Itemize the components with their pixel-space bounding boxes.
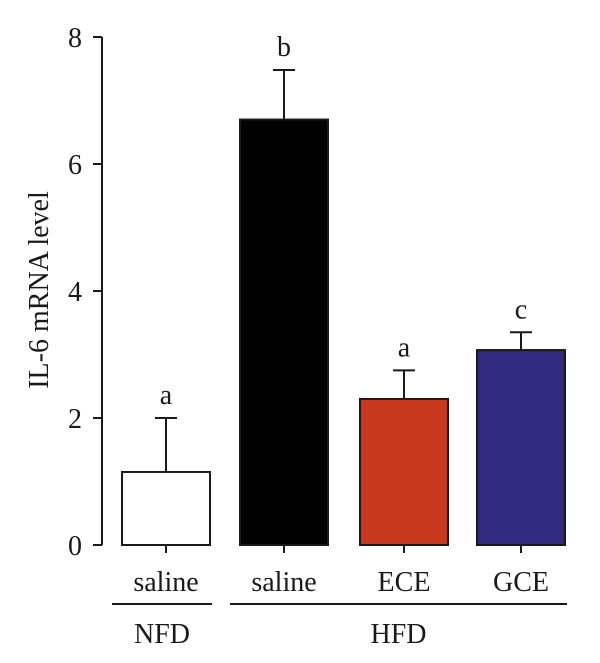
y-tick-label: 6 (68, 150, 82, 181)
x-axis-labels: saline saline ECE GCE (133, 567, 549, 598)
y-tick-label: 4 (68, 277, 82, 308)
group-label: NFD (134, 619, 190, 650)
x-tick-label: GCE (493, 567, 549, 598)
y-tick-label: 0 (68, 531, 82, 562)
bars: a b a c (121, 32, 566, 553)
group-labels: NFD HFD (112, 603, 567, 650)
bar (476, 349, 566, 546)
significance-letter: c (515, 294, 527, 325)
significance-letter: a (398, 332, 411, 363)
y-axis-ticks: 0 2 4 6 8 (68, 23, 102, 562)
x-tick-label: saline (251, 567, 316, 598)
x-tick-label: ECE (378, 567, 431, 598)
significance-letter: b (277, 32, 291, 63)
y-tick-label: 2 (68, 404, 82, 435)
bar (239, 118, 329, 547)
group-label: HFD (370, 619, 426, 650)
bar (359, 397, 449, 547)
x-tick-label: saline (133, 567, 198, 598)
significance-letter: a (160, 380, 173, 411)
y-axis-label: IL-6 mRNA level (24, 191, 55, 389)
y-tick-label: 8 (68, 23, 82, 54)
bar (121, 470, 211, 547)
